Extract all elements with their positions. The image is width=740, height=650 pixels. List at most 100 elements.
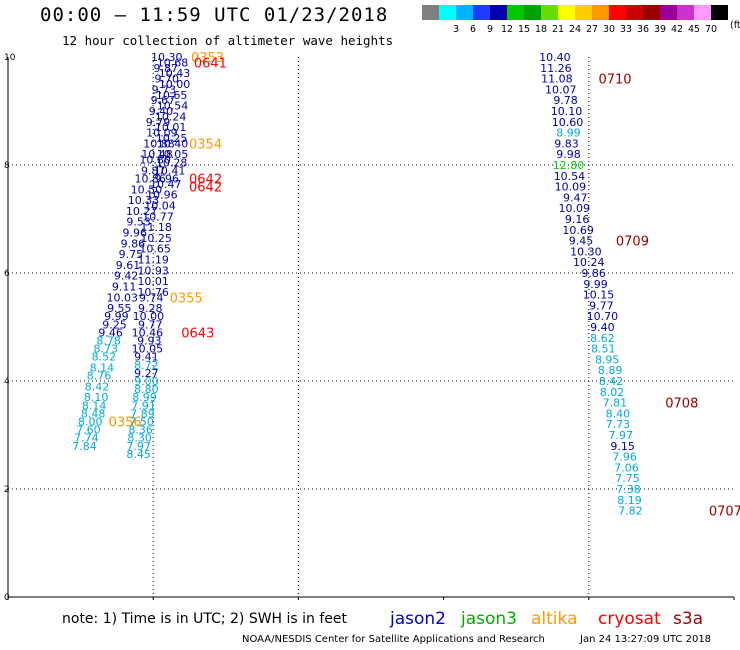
wave-height-point: 9.46 — [98, 326, 123, 339]
wave-height-point: 7.60 — [76, 424, 101, 437]
wave-height-point: 8.72 — [134, 359, 159, 372]
legend-swatch — [575, 5, 592, 20]
satellite-label-cryosat: cryosat — [598, 609, 661, 629]
wave-height-point: 8.80 — [134, 383, 159, 396]
wave-height-point: 8.52 — [92, 351, 117, 364]
wave-height-point: 9.00 — [134, 375, 159, 388]
wave-height-point: 10.69 — [562, 224, 594, 237]
wave-height-point: 9.86 — [121, 237, 146, 250]
chart-title: 00:00 – 11:59 UTC 01/23/2018 — [40, 4, 389, 26]
legend-swatch — [541, 5, 558, 20]
wave-height-point: 10.05 — [157, 148, 189, 161]
wave-height-point: 8.48 — [81, 407, 106, 420]
wave-height-point: 7.96 — [612, 451, 637, 464]
wave-height-point: 10.25 — [140, 232, 172, 245]
generated-timestamp: Jan 24 13:27:09 UTC 2018 — [580, 634, 712, 645]
wave-height-chart: -150-147-144-141-138-13024681010.3010.68… — [4, 51, 740, 600]
legend-label: 33 — [619, 24, 633, 35]
wave-height-point: 10.47 — [150, 178, 182, 191]
legend-swatch — [558, 5, 575, 20]
wave-height-point: 7.97 — [126, 440, 151, 453]
wave-height-point: 9.73 — [152, 83, 177, 96]
wave-height-point: 8.99 — [556, 127, 581, 140]
wave-height-point: 9.99 — [583, 278, 608, 291]
wave-height-point: 8.10 — [84, 391, 109, 404]
wave-height-point: 8.14 — [82, 399, 107, 412]
wave-height-point: 10.04 — [144, 200, 176, 213]
wave-height-point: 11.08 — [541, 73, 573, 86]
wave-height-point: 10.03 — [106, 291, 138, 304]
wave-height-point: 10.43 — [159, 67, 191, 80]
legend-label: 21 — [551, 24, 565, 35]
wave-height-point: 11.18 — [140, 221, 172, 234]
legend-unit: (ft) — [730, 20, 740, 31]
legend-label: 9 — [486, 24, 494, 35]
wave-height-point: 9.77 — [589, 299, 614, 312]
wave-height-point: 9.11 — [112, 281, 137, 294]
wave-height-point: 9.45 — [569, 235, 594, 248]
wave-height-point: 10.40 — [157, 137, 189, 150]
wave-height-point: 10.09 — [555, 181, 587, 194]
wave-height-point: 10.30 — [570, 245, 602, 258]
legend-swatch — [422, 5, 439, 20]
wave-height-point: 10.41 — [154, 164, 186, 177]
legend-label: 42 — [670, 24, 684, 35]
wave-height-point: 8.95 — [595, 353, 620, 366]
wave-height-point: 9.70 — [155, 73, 180, 86]
wave-height-point: 10.88 — [143, 137, 175, 150]
wave-height-point: 8.19 — [617, 494, 642, 507]
wave-height-point: 10.01 — [155, 121, 187, 134]
wave-height-point: 8.89 — [598, 364, 623, 377]
wave-height-point: 10.54 — [554, 170, 586, 183]
wave-height-point: 9.98 — [556, 148, 581, 161]
wave-height-point: 8.42 — [85, 380, 110, 393]
legend-label: 70 — [704, 24, 718, 35]
legend-label: 36 — [636, 24, 650, 35]
y-tick-label: 2 — [4, 485, 10, 495]
wave-height-point: 9.74 — [139, 291, 164, 304]
wave-height-point: 9.53 — [126, 216, 151, 229]
legend-label: 18 — [534, 24, 548, 35]
wave-height-point: 7.97 — [608, 429, 633, 442]
legend-label: 27 — [585, 24, 599, 35]
wave-height-point: 9.77 — [138, 318, 163, 331]
legend-swatch — [592, 5, 609, 20]
pass-time-label: 0643 — [181, 326, 214, 341]
wave-height-point: 10.65 — [139, 243, 171, 256]
wave-height-point: 10.76 — [137, 286, 169, 299]
wave-height-point: 8.02 — [600, 386, 625, 399]
legend-swatch — [456, 5, 473, 20]
wave-height-point: 10.00 — [133, 310, 165, 323]
legend-swatch — [711, 5, 728, 20]
wave-height-point: 10.54 — [157, 100, 189, 113]
wave-height-point: 10.28 — [156, 156, 188, 169]
legend-label: 45 — [687, 24, 701, 35]
wave-height-point: 8.51 — [591, 343, 616, 356]
wave-height-point: 11.26 — [540, 62, 572, 75]
wave-height-point: 9.42 — [114, 270, 139, 283]
wave-height-point: 9.25 — [102, 318, 127, 331]
wave-height-point: 9.16 — [565, 213, 590, 226]
wave-height-point: 10.77 — [142, 210, 174, 223]
footer-note: note: 1) Time is in UTC; 2) SWH is in fe… — [62, 611, 348, 627]
wave-height-point: 7.38 — [616, 483, 641, 496]
legend-label: 12 — [500, 24, 514, 35]
wave-height-point: 9.47 — [563, 191, 588, 204]
wave-height-point: 10.70 — [587, 310, 619, 323]
wave-height-point: 10.40 — [539, 51, 571, 64]
legend-label: 6 — [469, 24, 477, 35]
wave-height-point: 8.40 — [606, 407, 631, 420]
y-tick-label: 6 — [4, 269, 10, 279]
wave-height-point: 10.80 — [139, 154, 171, 167]
wave-height-point: 10.68 — [157, 56, 189, 69]
wave-height-point: 10.15 — [583, 289, 615, 302]
y-tick-label: 10 — [4, 53, 16, 63]
pass-time-label: 0642 — [189, 181, 222, 196]
legend-swatch — [626, 5, 643, 20]
legend-swatch — [490, 5, 507, 20]
pass-time-label: 0355 — [170, 291, 203, 306]
wave-height-point: 8.00 — [78, 416, 103, 429]
wave-height-point: 10.60 — [552, 116, 584, 129]
pass-time-label: 0708 — [665, 397, 698, 412]
wave-height-point: 9.93 — [137, 335, 162, 348]
